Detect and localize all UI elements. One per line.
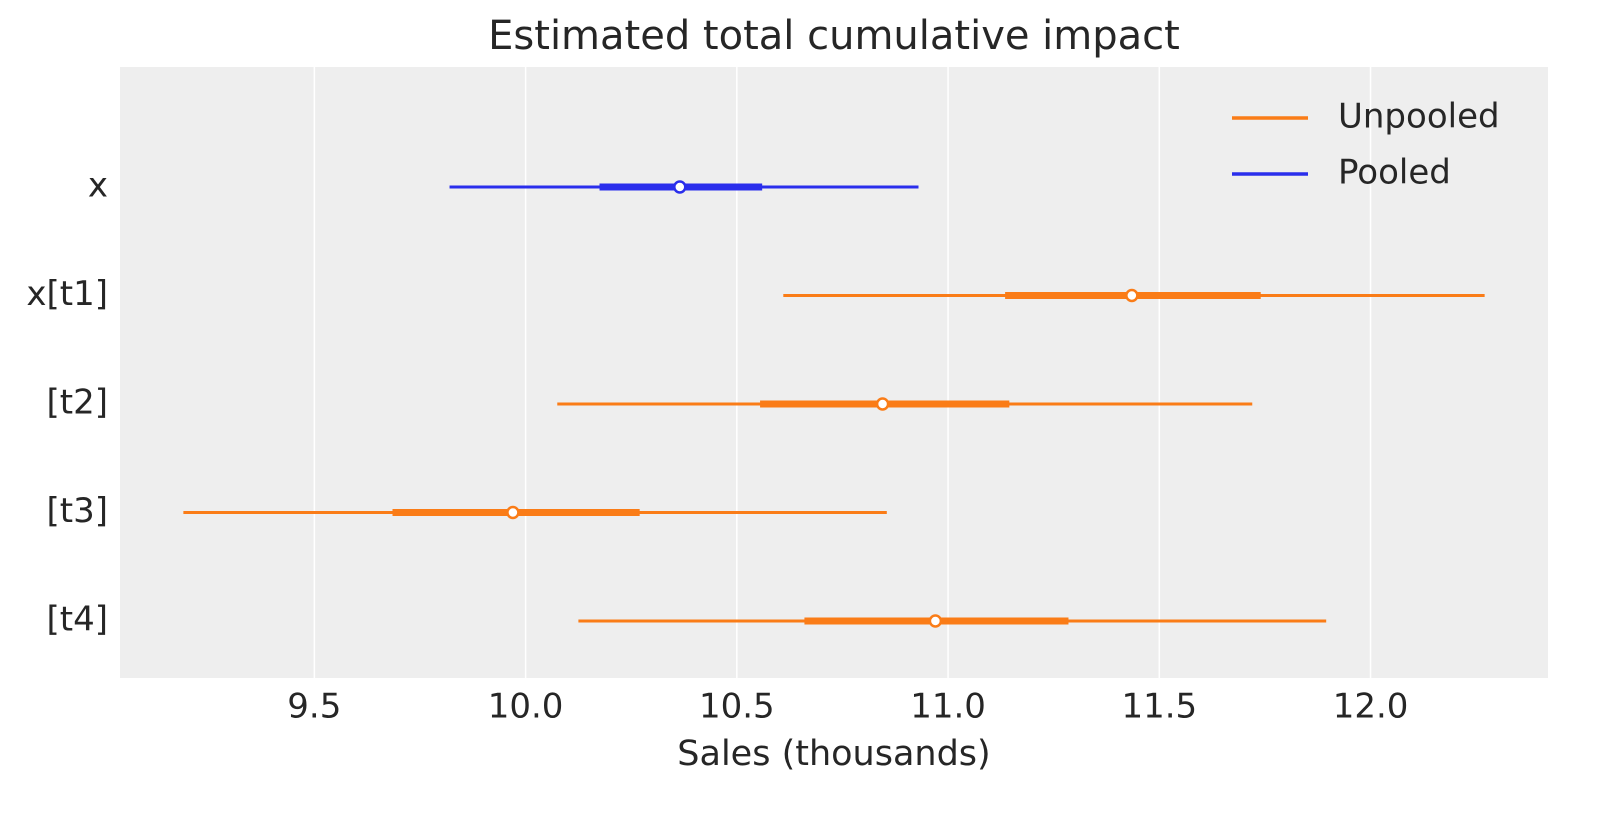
x-tick-label: 11.0 bbox=[910, 687, 986, 727]
median-point bbox=[928, 614, 943, 628]
y-tick-label: x bbox=[88, 166, 108, 206]
y-tick-label: [t2] bbox=[47, 383, 109, 423]
y-tick-label: [t4] bbox=[47, 600, 109, 640]
x-tick-label: 11.5 bbox=[1121, 687, 1197, 727]
median-point bbox=[1125, 288, 1139, 303]
median-point bbox=[875, 397, 890, 411]
legend-label: Unpooled bbox=[1338, 97, 1500, 137]
y-tick-label: x[t1] bbox=[26, 274, 108, 314]
median-point bbox=[506, 505, 520, 520]
x-tick-label: 12.0 bbox=[1333, 687, 1409, 727]
chart-title: Estimated total cumulative impact bbox=[488, 13, 1180, 59]
x-tick-label: 10.0 bbox=[488, 687, 564, 727]
legend-label: Pooled bbox=[1338, 153, 1451, 193]
plot-area bbox=[120, 67, 1548, 678]
x-tick-label: 10.5 bbox=[699, 687, 775, 727]
median-point bbox=[673, 180, 687, 194]
x-axis-label: Sales (thousands) bbox=[677, 734, 990, 774]
x-tick-label: 9.5 bbox=[287, 687, 341, 727]
y-tick-label: [t3] bbox=[47, 491, 109, 531]
